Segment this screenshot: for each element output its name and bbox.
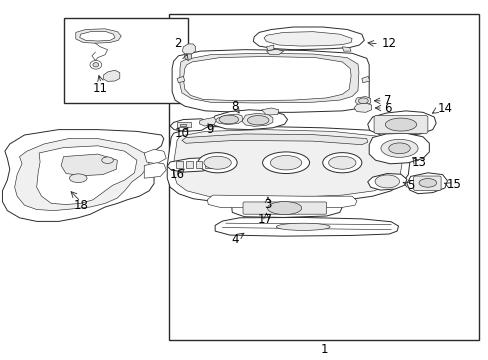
Bar xyxy=(63,18,188,103)
Polygon shape xyxy=(264,32,351,46)
Text: 1: 1 xyxy=(320,343,327,356)
Polygon shape xyxy=(182,44,195,54)
Ellipse shape xyxy=(93,63,99,67)
Ellipse shape xyxy=(267,202,301,215)
Ellipse shape xyxy=(247,116,268,125)
Text: 4: 4 xyxy=(230,233,238,246)
Polygon shape xyxy=(37,146,137,204)
Bar xyxy=(177,122,190,127)
Polygon shape xyxy=(342,47,350,51)
Polygon shape xyxy=(184,54,191,60)
Polygon shape xyxy=(367,174,406,190)
Ellipse shape xyxy=(385,118,416,131)
Polygon shape xyxy=(261,108,278,115)
Polygon shape xyxy=(76,29,121,43)
Polygon shape xyxy=(215,217,398,236)
FancyBboxPatch shape xyxy=(413,176,440,190)
Polygon shape xyxy=(211,110,287,130)
Text: 14: 14 xyxy=(437,102,451,115)
Text: 10: 10 xyxy=(174,127,189,140)
Polygon shape xyxy=(406,173,447,194)
Text: 2: 2 xyxy=(173,37,181,50)
Ellipse shape xyxy=(262,152,309,174)
Ellipse shape xyxy=(358,98,367,104)
Polygon shape xyxy=(2,130,163,221)
Polygon shape xyxy=(367,111,435,136)
Polygon shape xyxy=(182,134,367,145)
FancyBboxPatch shape xyxy=(373,116,427,134)
Polygon shape xyxy=(215,114,242,125)
Text: 6: 6 xyxy=(383,102,391,114)
Ellipse shape xyxy=(90,60,102,69)
Polygon shape xyxy=(172,50,368,112)
Polygon shape xyxy=(242,113,272,126)
Text: 15: 15 xyxy=(446,178,460,191)
Bar xyxy=(180,124,185,126)
Text: 8: 8 xyxy=(230,100,238,113)
Text: 12: 12 xyxy=(381,37,395,50)
Bar xyxy=(176,161,183,168)
Polygon shape xyxy=(15,139,149,211)
Polygon shape xyxy=(177,76,184,83)
Polygon shape xyxy=(199,117,216,126)
Ellipse shape xyxy=(328,156,355,169)
Polygon shape xyxy=(368,133,428,164)
Polygon shape xyxy=(103,70,120,81)
Text: 11: 11 xyxy=(93,82,107,95)
Polygon shape xyxy=(167,127,409,202)
Polygon shape xyxy=(231,199,342,217)
Polygon shape xyxy=(266,45,273,50)
Ellipse shape xyxy=(322,153,361,173)
Polygon shape xyxy=(180,53,358,103)
Ellipse shape xyxy=(219,115,238,124)
Polygon shape xyxy=(361,76,369,83)
Text: 16: 16 xyxy=(169,168,184,181)
Text: 3: 3 xyxy=(264,198,271,211)
Polygon shape xyxy=(167,158,214,172)
Text: 18: 18 xyxy=(73,199,88,212)
Bar xyxy=(205,161,212,168)
Polygon shape xyxy=(173,130,401,198)
Ellipse shape xyxy=(198,153,237,173)
Polygon shape xyxy=(266,49,283,55)
Text: 9: 9 xyxy=(206,123,214,136)
Polygon shape xyxy=(80,31,115,41)
Polygon shape xyxy=(144,149,166,164)
Ellipse shape xyxy=(380,139,417,157)
FancyBboxPatch shape xyxy=(243,202,326,214)
Text: 7: 7 xyxy=(383,94,391,107)
Ellipse shape xyxy=(418,179,436,187)
Text: 17: 17 xyxy=(257,213,272,226)
Ellipse shape xyxy=(388,143,409,154)
Bar xyxy=(195,161,202,168)
Polygon shape xyxy=(61,154,117,176)
Polygon shape xyxy=(183,57,350,101)
Ellipse shape xyxy=(69,174,87,183)
Ellipse shape xyxy=(102,157,113,163)
Bar xyxy=(185,161,192,168)
Ellipse shape xyxy=(374,175,399,188)
Polygon shape xyxy=(170,119,207,131)
Polygon shape xyxy=(354,96,370,105)
Ellipse shape xyxy=(276,223,329,230)
Ellipse shape xyxy=(203,156,231,169)
Text: 5: 5 xyxy=(406,179,414,192)
Text: 13: 13 xyxy=(411,156,426,169)
Polygon shape xyxy=(253,27,364,50)
Ellipse shape xyxy=(270,156,301,170)
Polygon shape xyxy=(144,163,166,178)
Polygon shape xyxy=(207,195,356,208)
Polygon shape xyxy=(353,103,371,112)
Bar xyxy=(168,14,478,340)
